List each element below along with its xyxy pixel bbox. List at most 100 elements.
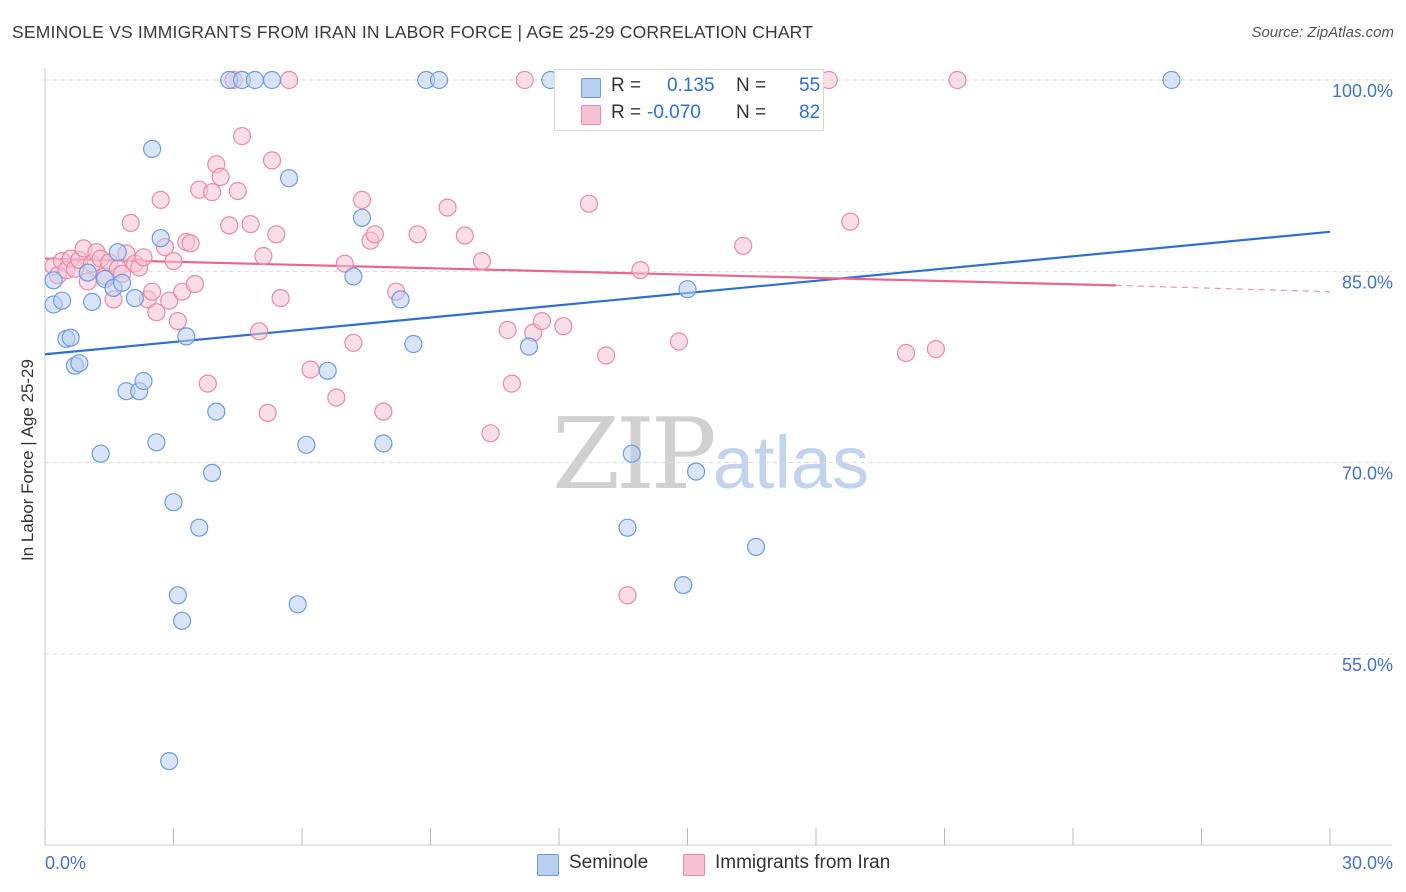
- iran-point: [143, 282, 162, 301]
- seminole-point: [1162, 70, 1181, 90]
- tick-labels: 55.0% 70.0% 85.0% 100.0% 0.0% 30.0%: [45, 81, 1393, 873]
- iran-point: [841, 212, 860, 231]
- seminole-swatch: [581, 78, 601, 98]
- iran-point: [301, 360, 320, 379]
- seminole-point: [519, 337, 539, 356]
- iran-point: [258, 403, 277, 422]
- iran-point: [164, 252, 183, 271]
- source-label: Source: ZipAtlas.com: [1251, 24, 1394, 41]
- seminole-point: [164, 493, 183, 512]
- seminole-point: [168, 586, 187, 605]
- y-tick-label: 70.0%: [1342, 464, 1393, 484]
- iran-point: [896, 343, 916, 363]
- seminole-point: [190, 518, 209, 537]
- seminole-point: [147, 433, 166, 452]
- seminole-point: [280, 169, 299, 188]
- iran-point: [241, 215, 260, 234]
- iran-point: [121, 213, 140, 232]
- legend-label: Immigrants from Iran: [715, 852, 891, 873]
- n-value: 55: [799, 75, 821, 96]
- seminole-point: [160, 751, 179, 771]
- n-label: N =: [736, 75, 767, 96]
- iran-point: [254, 246, 273, 266]
- iran-point: [181, 234, 200, 253]
- iran-point: [532, 312, 552, 331]
- seminole-point: [678, 280, 697, 299]
- iran-trend-line: [44, 257, 1116, 287]
- iran-point: [203, 183, 222, 202]
- iran-point: [220, 216, 239, 235]
- iran-point: [344, 333, 363, 352]
- seminole-point: [52, 291, 72, 310]
- seminole-point: [245, 70, 264, 90]
- y-axis-label: In Labor Force | Age 25-29: [18, 359, 37, 561]
- iran-swatch: [581, 105, 601, 125]
- iran-point: [365, 225, 384, 244]
- iran-point: [262, 151, 282, 170]
- iran-point: [498, 320, 517, 340]
- r-label: R =: [611, 102, 642, 123]
- seminole-point: [686, 462, 706, 481]
- iran-point: [335, 254, 354, 273]
- y-tick-label: 85.0%: [1342, 272, 1393, 292]
- seminole-point: [391, 290, 410, 309]
- iran-point: [472, 252, 491, 271]
- seminole-point: [344, 267, 363, 286]
- seminole-point: [112, 273, 132, 292]
- seminole-point: [352, 208, 372, 227]
- seminole-point: [618, 518, 637, 537]
- iran-point: [948, 70, 967, 90]
- iran-point: [267, 225, 286, 244]
- iran-point: [618, 586, 637, 605]
- iran-point: [579, 194, 599, 213]
- x-tick-label: 0.0%: [45, 853, 86, 873]
- data-points: [44, 70, 1181, 771]
- seminole-point: [143, 139, 162, 158]
- iran-point: [168, 312, 187, 331]
- watermark: ZIPatlas: [552, 398, 869, 512]
- iran-point: [185, 275, 204, 294]
- grid: [45, 79, 1392, 655]
- iran-point: [147, 303, 166, 322]
- seminole-point: [404, 334, 423, 354]
- y-tick-label: 55.0%: [1342, 655, 1393, 675]
- iran-point: [134, 248, 153, 267]
- iran-point: [198, 374, 217, 393]
- iran-point: [669, 332, 689, 351]
- seminole-point: [207, 402, 226, 421]
- iran-point: [280, 70, 299, 90]
- y-tick-label: 100.0%: [1332, 81, 1393, 101]
- iran-point: [596, 346, 616, 365]
- chart-title: SEMINOLE VS IMMIGRANTS FROM IRAN IN LABO…: [12, 22, 814, 42]
- seminole-point: [622, 444, 641, 463]
- n-value: 82: [799, 102, 821, 123]
- iran-point: [250, 322, 269, 341]
- iran-point: [352, 190, 372, 209]
- seminole-point: [134, 371, 153, 391]
- iran-point: [631, 261, 650, 280]
- seminole-point: [61, 328, 80, 347]
- iran-point: [515, 70, 534, 90]
- seminole-point: [78, 263, 97, 282]
- iran-point: [151, 190, 170, 209]
- seminole-point: [44, 271, 63, 290]
- axes: [44, 68, 1392, 846]
- iran-point: [408, 225, 427, 244]
- legend-label: Seminole: [569, 852, 649, 873]
- x-tick-label: 30.0%: [1342, 853, 1393, 873]
- seminole-point: [430, 70, 449, 90]
- iran-point: [327, 388, 346, 407]
- iran-trend-extension: [1115, 284, 1331, 293]
- iran-point: [734, 236, 753, 255]
- seminole-point: [746, 537, 766, 557]
- iran-point: [455, 226, 474, 245]
- seminole-point: [262, 70, 282, 90]
- iran-point: [502, 374, 521, 393]
- seminole-point: [318, 361, 337, 380]
- seminole-point: [70, 354, 89, 373]
- iran-point: [554, 317, 573, 336]
- seminole-point: [82, 292, 102, 311]
- r-value: 0.135: [667, 75, 715, 96]
- iran-point: [228, 181, 247, 201]
